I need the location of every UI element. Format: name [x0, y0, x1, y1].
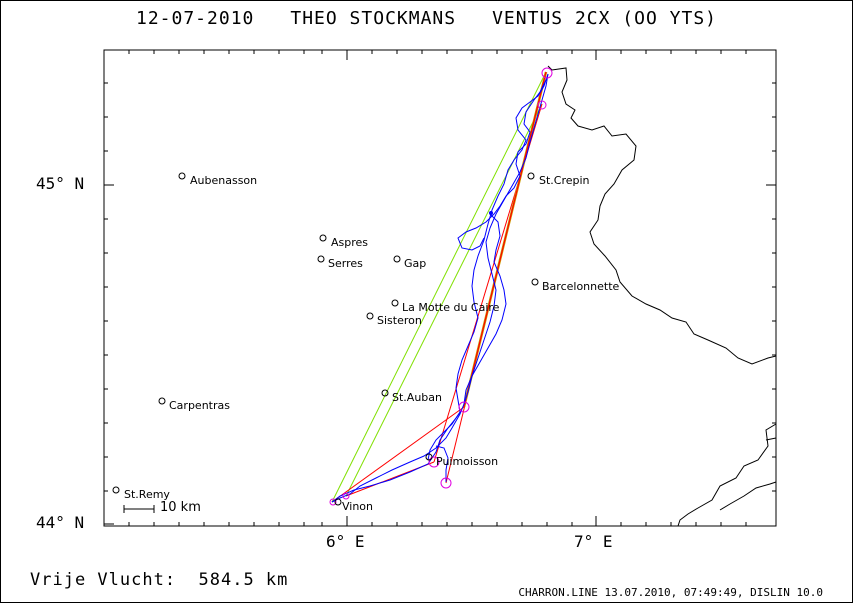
marker-st-crepin	[527, 172, 535, 180]
marker-carpentras	[158, 397, 166, 405]
turnpoint-south	[440, 477, 452, 489]
lon-label-7: 7° E	[574, 532, 613, 551]
marker-barcelonnette	[531, 278, 539, 286]
turnpoint-north	[541, 67, 553, 79]
task-leg-green-2	[345, 103, 543, 497]
turnpoint-mid	[458, 401, 470, 413]
place-label-vinon: Vinon	[342, 500, 374, 513]
plot-frame	[103, 49, 777, 527]
turnpoint-vinon-2	[342, 492, 350, 500]
lon-label-6: 6° E	[326, 532, 365, 551]
place-label-sisteron: Sisteron	[377, 314, 422, 327]
turnpoint-north-2	[537, 100, 547, 110]
place-label-serres: Serres	[328, 257, 363, 270]
marker-st-remy	[112, 486, 120, 494]
place-label-la-motte: La Motte du Caire	[402, 301, 500, 314]
place-label-st-auban: St.Auban	[392, 391, 442, 404]
scale-bar	[123, 505, 155, 513]
marker-aspres	[319, 234, 327, 242]
main-leg-red	[463, 71, 547, 408]
place-label-st-crepin: St.Crepin	[539, 174, 590, 187]
place-label-puimoisson: Puimoisson	[436, 455, 499, 468]
marker-puimoisson	[425, 453, 433, 461]
flight-date: 12-07-2010	[136, 8, 255, 29]
glider-name: VENTUS 2CX (OO YTS)	[492, 8, 717, 29]
pilot-name: THEO STOCKMANS	[290, 8, 457, 29]
place-markers	[112, 172, 539, 506]
task-leg-green-1	[331, 71, 547, 503]
lat-label-45: 45° N	[36, 174, 85, 193]
track-marker	[489, 211, 493, 215]
axis-ticks	[104, 50, 776, 526]
place-label-st-remy: St.Remy	[124, 488, 170, 501]
place-label-aubenasson: Aubenasson	[190, 174, 258, 187]
marker-vinon	[334, 498, 342, 506]
scale-label: 10 km	[160, 500, 201, 515]
flight-title: 12-07-2010 THEO STOCKMANS VENTUS 2CX (OO Y…	[0, 8, 853, 29]
task-legs	[331, 71, 548, 503]
lat-label-44: 44° N	[36, 513, 85, 532]
marker-serres	[317, 255, 325, 263]
marker-gap	[393, 255, 401, 263]
distance-summary: Vrije Vlucht: 584.5 km	[30, 570, 289, 590]
place-label-aspres: Aspres	[331, 236, 369, 249]
turnpoint-puimoisson	[428, 456, 440, 468]
marker-la-motte	[391, 299, 399, 307]
country-border	[547, 65, 777, 527]
task-leg-red-1	[331, 406, 465, 503]
place-label-gap: Gap	[404, 257, 427, 270]
credits-line: CHARRON.LINE 13.07.2010, 07:49:49, DISLI…	[518, 586, 823, 599]
marker-st-auban	[381, 389, 389, 397]
turnpoints	[329, 67, 553, 506]
place-label-carpentras: Carpentras	[169, 399, 230, 412]
place-label-barcelonnette: Barcelonnette	[542, 280, 620, 293]
turnpoint-vinon-1	[329, 498, 337, 506]
marker-aubenasson	[178, 172, 186, 180]
marker-sisteron	[366, 312, 374, 320]
